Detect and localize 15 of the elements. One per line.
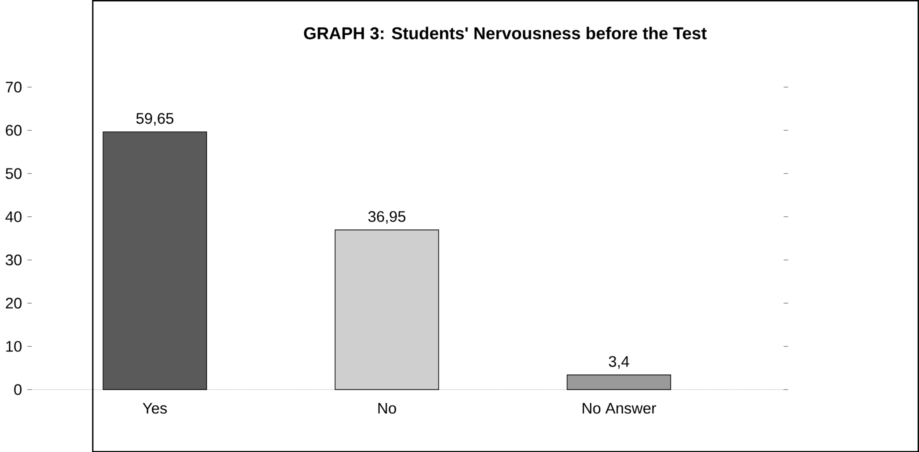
x-tick-label: Yes [142,402,167,414]
x-tick-label: No Answer [582,402,656,414]
y-tick-label: 60 [6,124,22,136]
y-tick-label: 20 [6,298,22,308]
y-tick-label: 30 [6,254,22,266]
data-label: 3,4 [608,356,630,369]
y-tick-label: 70 [6,81,22,92]
y-tick-label: 0 [14,384,22,395]
y-tick-label: 40 [5,211,22,222]
y-tick-label: 10 [6,340,22,352]
chart-title: GRAPH 3: Students' Nervousness before the Test [304,26,707,40]
x-tick-label: No [378,402,396,414]
y-tick-label: 50 [6,168,22,179]
data-label: 59,65 [136,112,174,126]
data-label: 36,95 [368,210,406,224]
